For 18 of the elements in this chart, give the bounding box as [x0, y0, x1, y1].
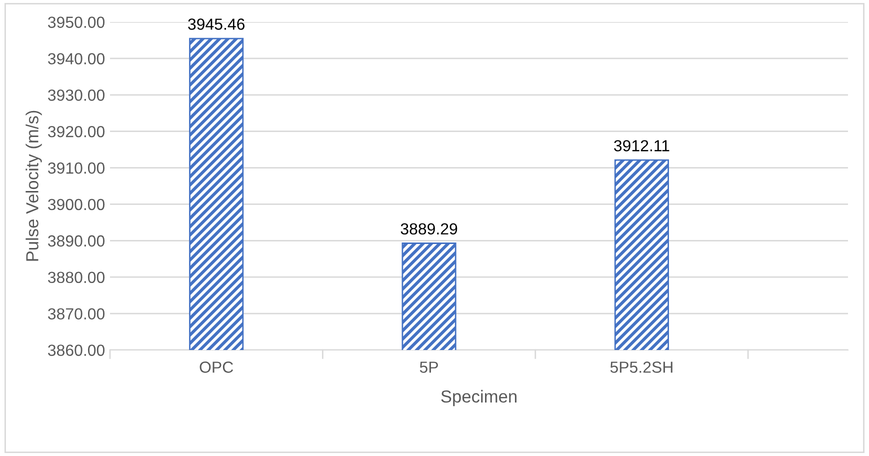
x-tick-label: 5P	[420, 362, 438, 373]
y-tick-label: 3940.00	[48, 53, 105, 64]
data-label: 3889.29	[400, 223, 458, 235]
y-tick-label: 3890.00	[48, 235, 105, 247]
y-tick-label: 3950.00	[48, 16, 105, 28]
y-tick-label: 3930.00	[48, 90, 105, 101]
x-tick-label: OPC	[200, 362, 234, 373]
y-tick-label: 3900.00	[48, 198, 105, 210]
data-label: 3912.11	[614, 140, 670, 152]
y-tick-label: 3870.00	[48, 308, 105, 320]
y-axis-title: Pulse Velocity (m/s)	[26, 110, 42, 261]
data-label: 3945.46	[188, 18, 245, 30]
x-tick-label: 5P5.2SH	[610, 362, 672, 373]
y-tick-label: 3920.00	[48, 126, 105, 138]
y-tick-label: 3880.00	[48, 272, 105, 284]
x-axis-title: Specimen	[441, 390, 516, 406]
y-tick-label: 3860.00	[48, 344, 105, 356]
y-tick-label: 3910.00	[48, 162, 105, 174]
